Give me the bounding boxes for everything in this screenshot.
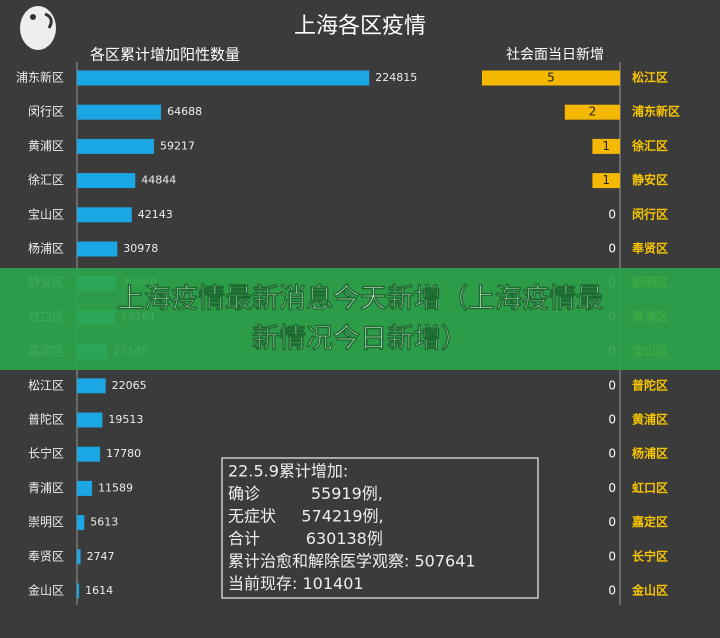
category-label: 松江区 <box>632 70 668 85</box>
category-label: 黄浦区 <box>632 412 668 427</box>
category-label: 奉贤区 <box>28 549 64 563</box>
category-label: 青浦区 <box>28 481 64 495</box>
category-label: 普陀区 <box>632 377 668 392</box>
value-label: 0 <box>608 413 616 427</box>
value-label: 17780 <box>106 447 141 460</box>
category-label: 黄浦区 <box>28 139 64 153</box>
chart-subtitle: 社会面当日新增 <box>506 47 604 63</box>
bar <box>77 480 93 496</box>
value-label: 0 <box>608 481 616 495</box>
note-line: 累计治愈和解除医学观察: 507641 <box>228 552 476 571</box>
banner-text: 新情况今日新增） <box>252 323 468 355</box>
category-label: 徐汇区 <box>28 172 64 187</box>
value-label: 0 <box>608 584 616 598</box>
value-label: 0 <box>608 207 616 221</box>
category-label: 金山区 <box>631 583 668 598</box>
category-label: 闵行区 <box>632 206 668 221</box>
bar <box>77 70 370 86</box>
category-label: 浦东新区 <box>632 104 680 119</box>
category-label: 徐汇区 <box>631 138 668 153</box>
value-label: 59217 <box>160 139 195 152</box>
category-label: 浦东新区 <box>16 70 64 85</box>
category-label: 松江区 <box>28 378 64 392</box>
value-label: 44844 <box>141 174 176 187</box>
bar <box>77 378 106 394</box>
value-label: 0 <box>608 378 616 392</box>
value-label: 224815 <box>375 71 417 84</box>
bar <box>77 549 81 565</box>
value-label: 22065 <box>112 379 147 392</box>
value-label: 19513 <box>108 413 143 426</box>
bar <box>564 104 620 120</box>
value-label: 0 <box>608 515 616 529</box>
value-label: 1 <box>602 139 610 153</box>
bar <box>77 173 136 189</box>
category-label: 奉贤区 <box>631 241 668 256</box>
chart-subtitle: 各区累计增加阳性数量 <box>90 46 240 64</box>
note-line: 无症状 574219例, <box>228 507 384 526</box>
title: 上海各区疫情 <box>294 14 426 39</box>
value-label: 64688 <box>167 105 202 118</box>
value-label: 5613 <box>90 516 118 529</box>
category-label: 普陀区 <box>28 412 64 427</box>
logo <box>20 6 56 50</box>
bar <box>77 446 101 462</box>
bar <box>592 173 620 189</box>
category-label: 长宁区 <box>632 548 668 563</box>
bar <box>77 207 132 223</box>
note-line: 合计 630138例 <box>228 529 383 548</box>
value-label: 1 <box>602 173 610 187</box>
category-label: 杨浦区 <box>632 446 668 461</box>
banner <box>0 268 720 370</box>
value-label: 1614 <box>85 584 113 597</box>
value-label: 42143 <box>138 208 173 221</box>
category-label: 崇明区 <box>28 515 64 529</box>
value-label: 2747 <box>87 550 115 563</box>
category-label: 静安区 <box>632 172 668 187</box>
category-label: 金山区 <box>28 583 64 598</box>
note-line: 当前现存: 101401 <box>228 574 364 593</box>
category-label: 长宁区 <box>28 446 64 461</box>
note-line: 22.5.9累计增加: <box>228 462 348 481</box>
banner-text: 上海疫情最新消息今天新增（上海疫情最 <box>117 283 603 315</box>
bar <box>77 104 162 120</box>
bar <box>77 583 80 599</box>
value-label: 0 <box>608 242 616 256</box>
value-label: 5 <box>547 71 555 85</box>
category-label: 嘉定区 <box>631 514 668 529</box>
value-label: 30978 <box>123 242 158 255</box>
bar <box>77 138 154 154</box>
bar <box>482 70 620 86</box>
category-label: 闵行区 <box>28 104 64 119</box>
value-label: 2 <box>589 105 597 119</box>
note-line: 确诊 55919例, <box>228 484 383 503</box>
category-label: 虹口区 <box>632 480 668 495</box>
bar <box>77 515 85 531</box>
bar <box>77 241 118 257</box>
bar <box>592 138 620 154</box>
value-label: 11589 <box>98 481 133 494</box>
value-label: 0 <box>608 447 616 461</box>
value-label: 0 <box>608 549 616 563</box>
category-label: 杨浦区 <box>28 241 64 256</box>
category-label: 宝山区 <box>28 207 64 221</box>
note-box <box>221 457 539 599</box>
bar <box>77 412 103 428</box>
